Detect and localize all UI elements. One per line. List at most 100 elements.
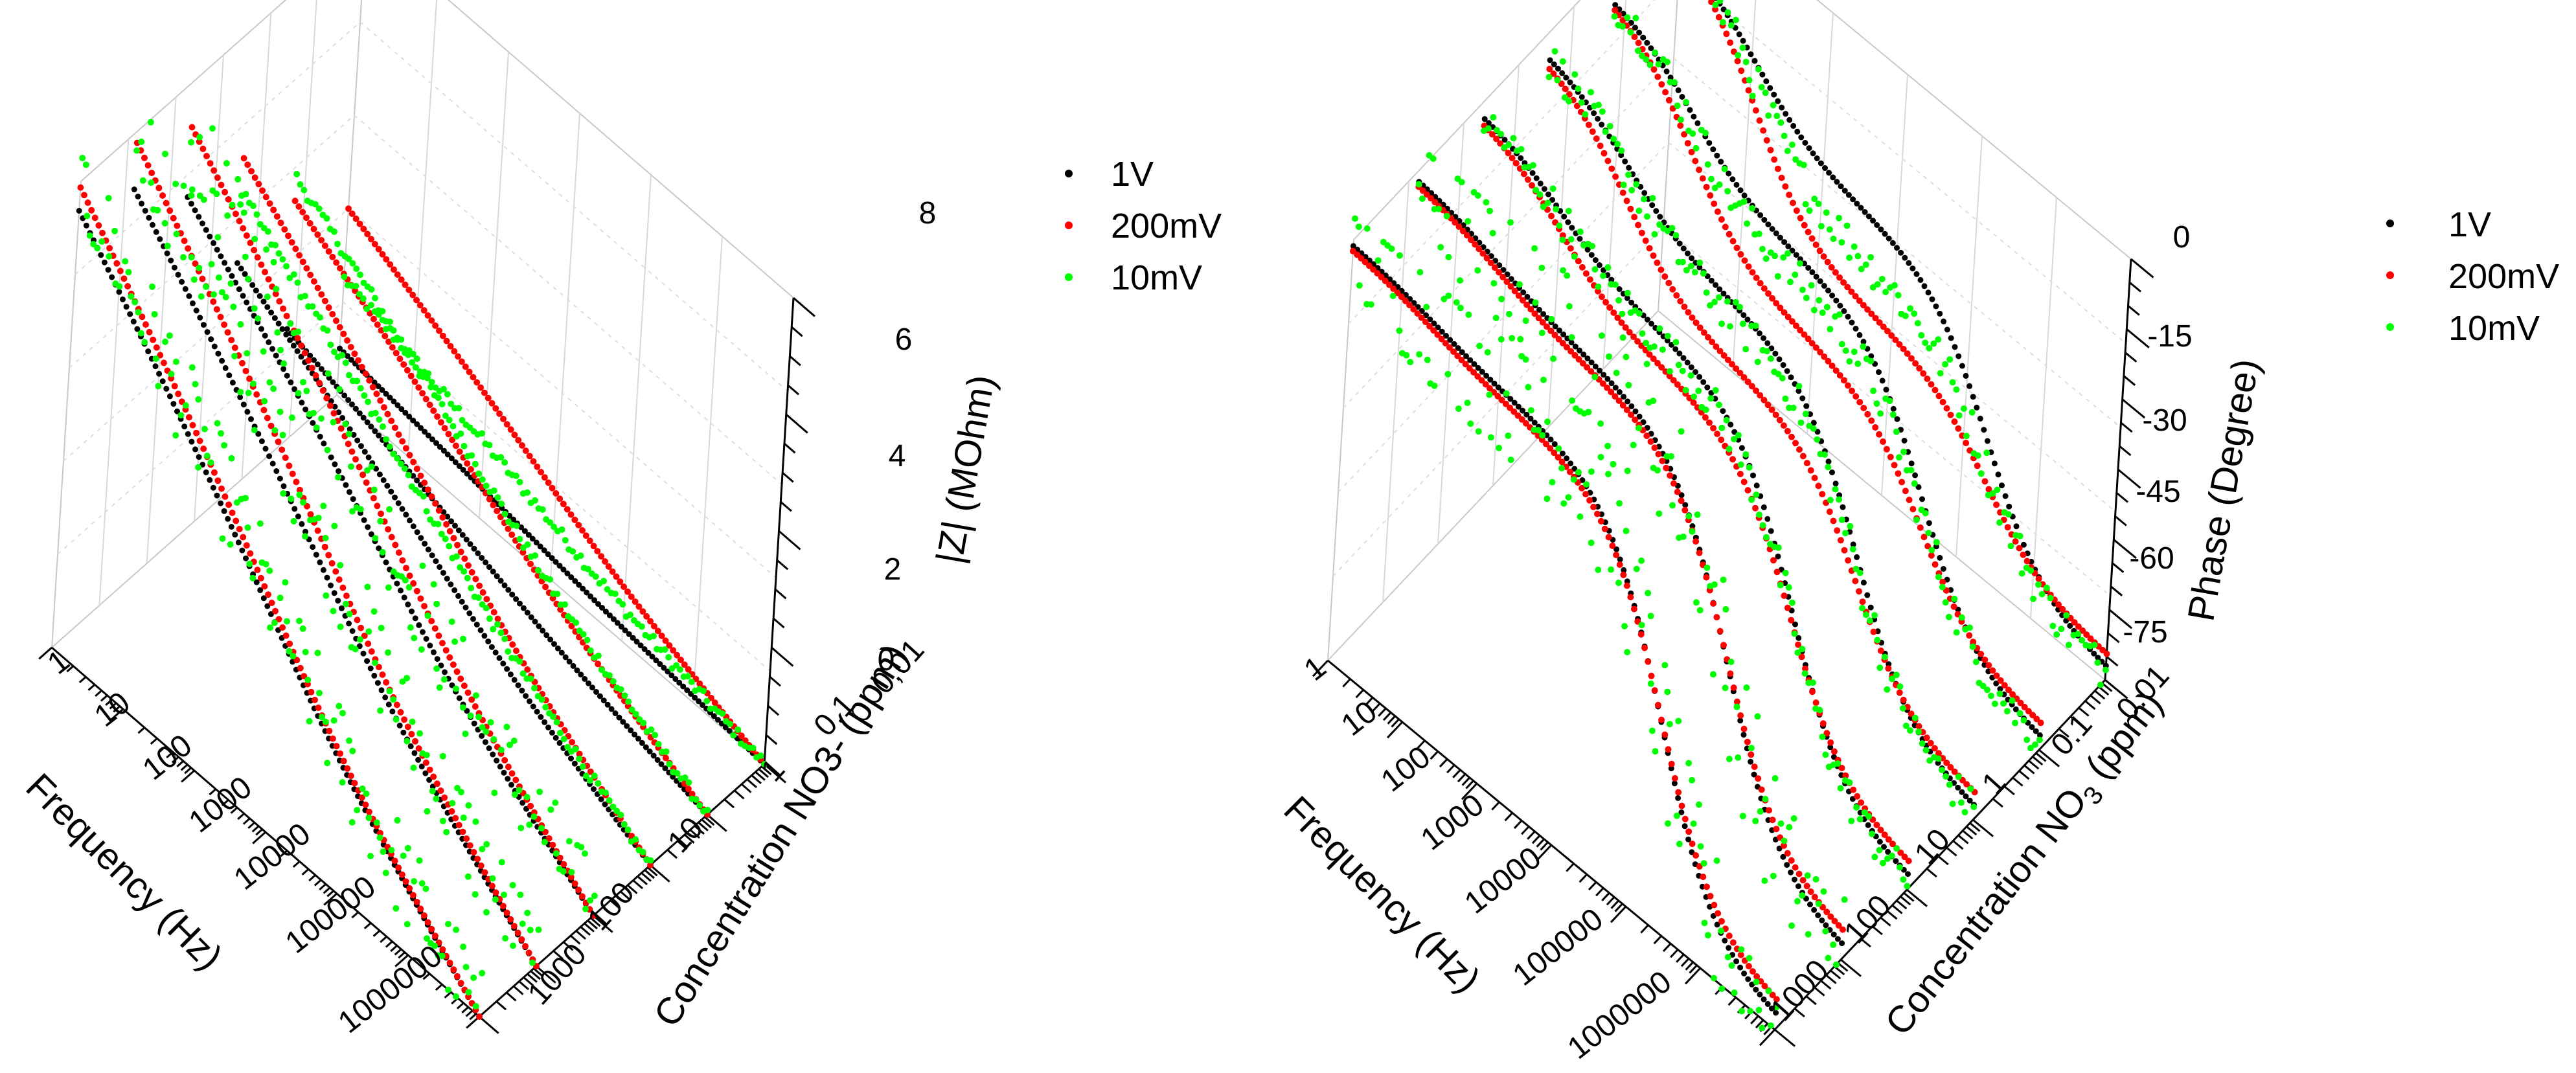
data-point	[328, 559, 336, 567]
data-point	[1665, 820, 1671, 827]
data-point	[290, 653, 297, 660]
data-point	[1626, 329, 1633, 335]
data-point	[1839, 940, 1845, 947]
data-point	[1737, 304, 1743, 311]
data-point	[240, 225, 247, 232]
data-point	[1502, 400, 1509, 407]
data-point	[1608, 380, 1615, 387]
data-point	[1797, 419, 1805, 426]
data-point	[1681, 303, 1688, 310]
data-point	[1487, 260, 1494, 266]
data-point	[696, 680, 703, 687]
data-point	[1850, 786, 1857, 793]
data-point	[253, 391, 260, 398]
data-point	[1912, 472, 1919, 479]
data-point	[349, 508, 356, 515]
legend-label: 1V	[2448, 205, 2491, 244]
data-point	[441, 425, 448, 432]
data-point	[529, 959, 536, 966]
data-point	[236, 526, 243, 532]
data-point	[383, 559, 389, 565]
data-point	[290, 343, 297, 349]
data-point	[1483, 254, 1490, 262]
data-point	[1619, 23, 1626, 30]
x-tick	[435, 984, 443, 991]
data-point	[1716, 0, 1724, 5]
data-point	[368, 463, 375, 470]
data-point	[1805, 229, 1812, 236]
data-point	[496, 410, 503, 417]
data-point	[329, 253, 336, 260]
data-point	[1694, 511, 1701, 518]
data-point	[1491, 264, 1498, 271]
data-point	[1352, 215, 1358, 222]
data-point	[1775, 98, 1781, 104]
data-point	[445, 921, 451, 927]
data-point	[553, 719, 560, 726]
data-point	[1738, 445, 1745, 451]
data-point	[1970, 638, 1977, 646]
data-point	[1891, 462, 1898, 469]
data-point	[1628, 403, 1635, 409]
data-point	[1702, 414, 1709, 421]
data-point	[1900, 876, 1907, 883]
data-point	[704, 806, 711, 813]
data-point	[1598, 332, 1605, 339]
data-point	[271, 315, 278, 321]
data-point	[666, 761, 673, 767]
data-point	[445, 986, 451, 993]
data-point	[1750, 472, 1756, 479]
data-point	[344, 765, 351, 772]
data-point	[319, 387, 326, 394]
data-point	[450, 661, 457, 668]
data-point	[407, 517, 413, 524]
data-point	[1877, 410, 1884, 417]
data-point	[549, 555, 555, 561]
data-point	[1788, 869, 1794, 875]
data-point	[2023, 736, 2031, 743]
data-point	[483, 729, 490, 736]
data-point	[1803, 403, 1810, 409]
data-point	[1974, 404, 1980, 411]
data-point	[613, 573, 620, 580]
data-point	[1678, 802, 1685, 809]
data-point	[418, 646, 425, 653]
data-point	[211, 240, 217, 246]
grid-line	[354, 115, 782, 485]
data-point	[224, 329, 231, 336]
data-point	[464, 574, 471, 582]
data-point	[245, 275, 251, 282]
data-point	[1841, 188, 1848, 194]
data-point	[1764, 348, 1770, 355]
z-tick	[780, 501, 792, 512]
y-tick	[646, 866, 658, 877]
data-point	[529, 536, 536, 542]
data-point	[1650, 66, 1658, 73]
data-point	[434, 413, 441, 420]
data-point	[1832, 480, 1839, 487]
data-point	[510, 942, 516, 949]
data-point	[1814, 436, 1821, 443]
y-tick	[1946, 846, 1957, 857]
data-point	[349, 628, 356, 634]
data-point	[1761, 335, 1767, 341]
data-point	[1786, 824, 1793, 831]
data-point	[451, 587, 458, 593]
data-point	[450, 535, 457, 541]
data-point	[2021, 703, 2028, 710]
data-point	[591, 892, 598, 899]
z-tick	[2130, 258, 2154, 278]
data-point	[1712, 387, 1719, 394]
data-point	[483, 559, 489, 565]
data-point	[1559, 450, 1566, 457]
data-point	[571, 516, 578, 523]
data-point	[1588, 539, 1595, 547]
data-point	[1884, 686, 1891, 693]
data-point	[271, 619, 278, 626]
data-point	[1682, 387, 1689, 394]
data-point	[2000, 700, 2007, 707]
data-point	[1768, 528, 1774, 534]
data-point	[457, 980, 464, 987]
data-point	[180, 254, 187, 261]
data-point	[455, 405, 462, 412]
